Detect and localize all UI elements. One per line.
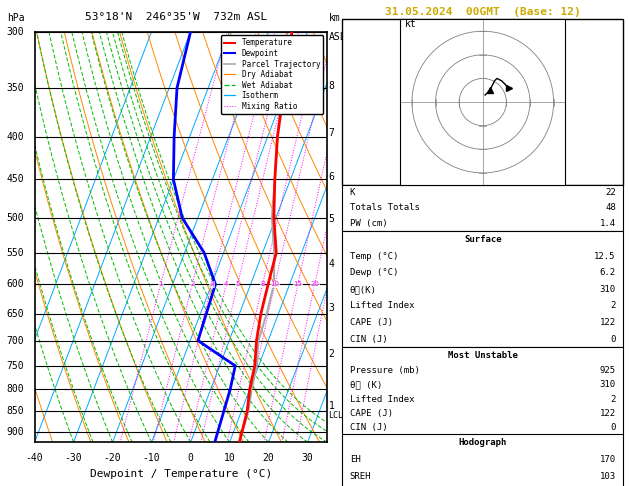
Text: 400: 400 — [7, 132, 25, 141]
Text: CAPE (J): CAPE (J) — [350, 409, 392, 418]
Text: kt: kt — [405, 18, 416, 29]
Bar — [342, 185, 623, 231]
Bar — [342, 434, 623, 486]
Text: 500: 500 — [7, 213, 25, 223]
Text: -20: -20 — [104, 452, 121, 463]
Text: Dewpoint / Temperature (°C): Dewpoint / Temperature (°C) — [90, 469, 272, 479]
Text: 4: 4 — [328, 259, 335, 269]
Text: K: K — [350, 188, 355, 197]
Text: 5: 5 — [328, 214, 335, 225]
Text: 800: 800 — [7, 384, 25, 394]
Text: PW (cm): PW (cm) — [350, 219, 387, 227]
Text: 8: 8 — [328, 81, 335, 91]
Text: 20: 20 — [263, 452, 274, 463]
Text: 0: 0 — [611, 423, 616, 433]
Text: 450: 450 — [7, 174, 25, 185]
Text: hPa: hPa — [7, 14, 25, 23]
Text: LCL: LCL — [328, 411, 343, 420]
Text: θᴇ(K): θᴇ(K) — [350, 285, 377, 294]
Text: 170: 170 — [599, 455, 616, 464]
Text: 3: 3 — [328, 303, 335, 313]
Text: 1.4: 1.4 — [599, 219, 616, 227]
Text: 2: 2 — [328, 349, 335, 359]
Text: 2: 2 — [190, 281, 194, 287]
Text: 10: 10 — [224, 452, 235, 463]
Text: 6: 6 — [328, 172, 335, 182]
Text: 31.05.2024  00GMT  (Base: 12): 31.05.2024 00GMT (Base: 12) — [385, 7, 581, 17]
Text: 310: 310 — [599, 285, 616, 294]
Text: -40: -40 — [26, 452, 43, 463]
Text: 12.5: 12.5 — [594, 252, 616, 260]
Text: 122: 122 — [599, 409, 616, 418]
Text: Most Unstable: Most Unstable — [448, 350, 518, 360]
Text: 5: 5 — [235, 281, 240, 287]
Text: Mixing Ratio (g/kg): Mixing Ratio (g/kg) — [349, 190, 358, 284]
Text: 4: 4 — [224, 281, 228, 287]
Text: 20: 20 — [310, 281, 319, 287]
Text: CIN (J): CIN (J) — [350, 335, 387, 344]
Text: θᴇ (K): θᴇ (K) — [350, 381, 382, 389]
Text: 6.2: 6.2 — [599, 268, 616, 278]
Text: -30: -30 — [65, 452, 82, 463]
Text: 550: 550 — [7, 248, 25, 258]
Text: Dewp (°C): Dewp (°C) — [350, 268, 398, 278]
Text: 850: 850 — [7, 406, 25, 417]
Text: 300: 300 — [7, 27, 25, 36]
Text: 2: 2 — [611, 301, 616, 311]
Text: 15: 15 — [293, 281, 303, 287]
Text: 7: 7 — [328, 128, 335, 138]
Text: -10: -10 — [143, 452, 160, 463]
Text: 103: 103 — [599, 472, 616, 481]
Text: Temp (°C): Temp (°C) — [350, 252, 398, 260]
Text: 0: 0 — [187, 452, 194, 463]
Text: 53°18'N  246°35'W  732m ASL: 53°18'N 246°35'W 732m ASL — [85, 12, 267, 22]
Text: 8: 8 — [260, 281, 265, 287]
Text: 0: 0 — [611, 335, 616, 344]
Text: Pressure (mb): Pressure (mb) — [350, 366, 420, 375]
Text: 600: 600 — [7, 279, 25, 289]
Text: Hodograph: Hodograph — [459, 438, 507, 447]
Text: Lifted Index: Lifted Index — [350, 301, 414, 311]
Text: 30: 30 — [302, 452, 313, 463]
Text: SREH: SREH — [350, 472, 371, 481]
Text: 310: 310 — [599, 381, 616, 389]
Text: 10: 10 — [270, 281, 279, 287]
Text: Surface: Surface — [464, 235, 501, 244]
Text: 1: 1 — [159, 281, 163, 287]
Text: 350: 350 — [7, 83, 25, 93]
Text: CAPE (J): CAPE (J) — [350, 318, 392, 327]
Text: ASL: ASL — [328, 32, 346, 42]
Bar — [342, 231, 623, 347]
Text: 48: 48 — [605, 203, 616, 212]
Text: 700: 700 — [7, 336, 25, 346]
Bar — [342, 19, 623, 185]
Text: 2: 2 — [611, 395, 616, 404]
Text: Lifted Index: Lifted Index — [350, 395, 414, 404]
Text: EH: EH — [350, 455, 360, 464]
Text: 750: 750 — [7, 361, 25, 371]
Text: 22: 22 — [605, 188, 616, 197]
Text: 122: 122 — [599, 318, 616, 327]
Text: 650: 650 — [7, 309, 25, 319]
Legend: Temperature, Dewpoint, Parcel Trajectory, Dry Adiabat, Wet Adiabat, Isotherm, Mi: Temperature, Dewpoint, Parcel Trajectory… — [221, 35, 323, 114]
Text: 3: 3 — [209, 281, 214, 287]
Text: km: km — [328, 14, 340, 23]
Text: Totals Totals: Totals Totals — [350, 203, 420, 212]
Text: 900: 900 — [7, 427, 25, 437]
Bar — [342, 347, 623, 435]
Text: 925: 925 — [599, 366, 616, 375]
Text: CIN (J): CIN (J) — [350, 423, 387, 433]
Text: 1: 1 — [328, 401, 335, 411]
